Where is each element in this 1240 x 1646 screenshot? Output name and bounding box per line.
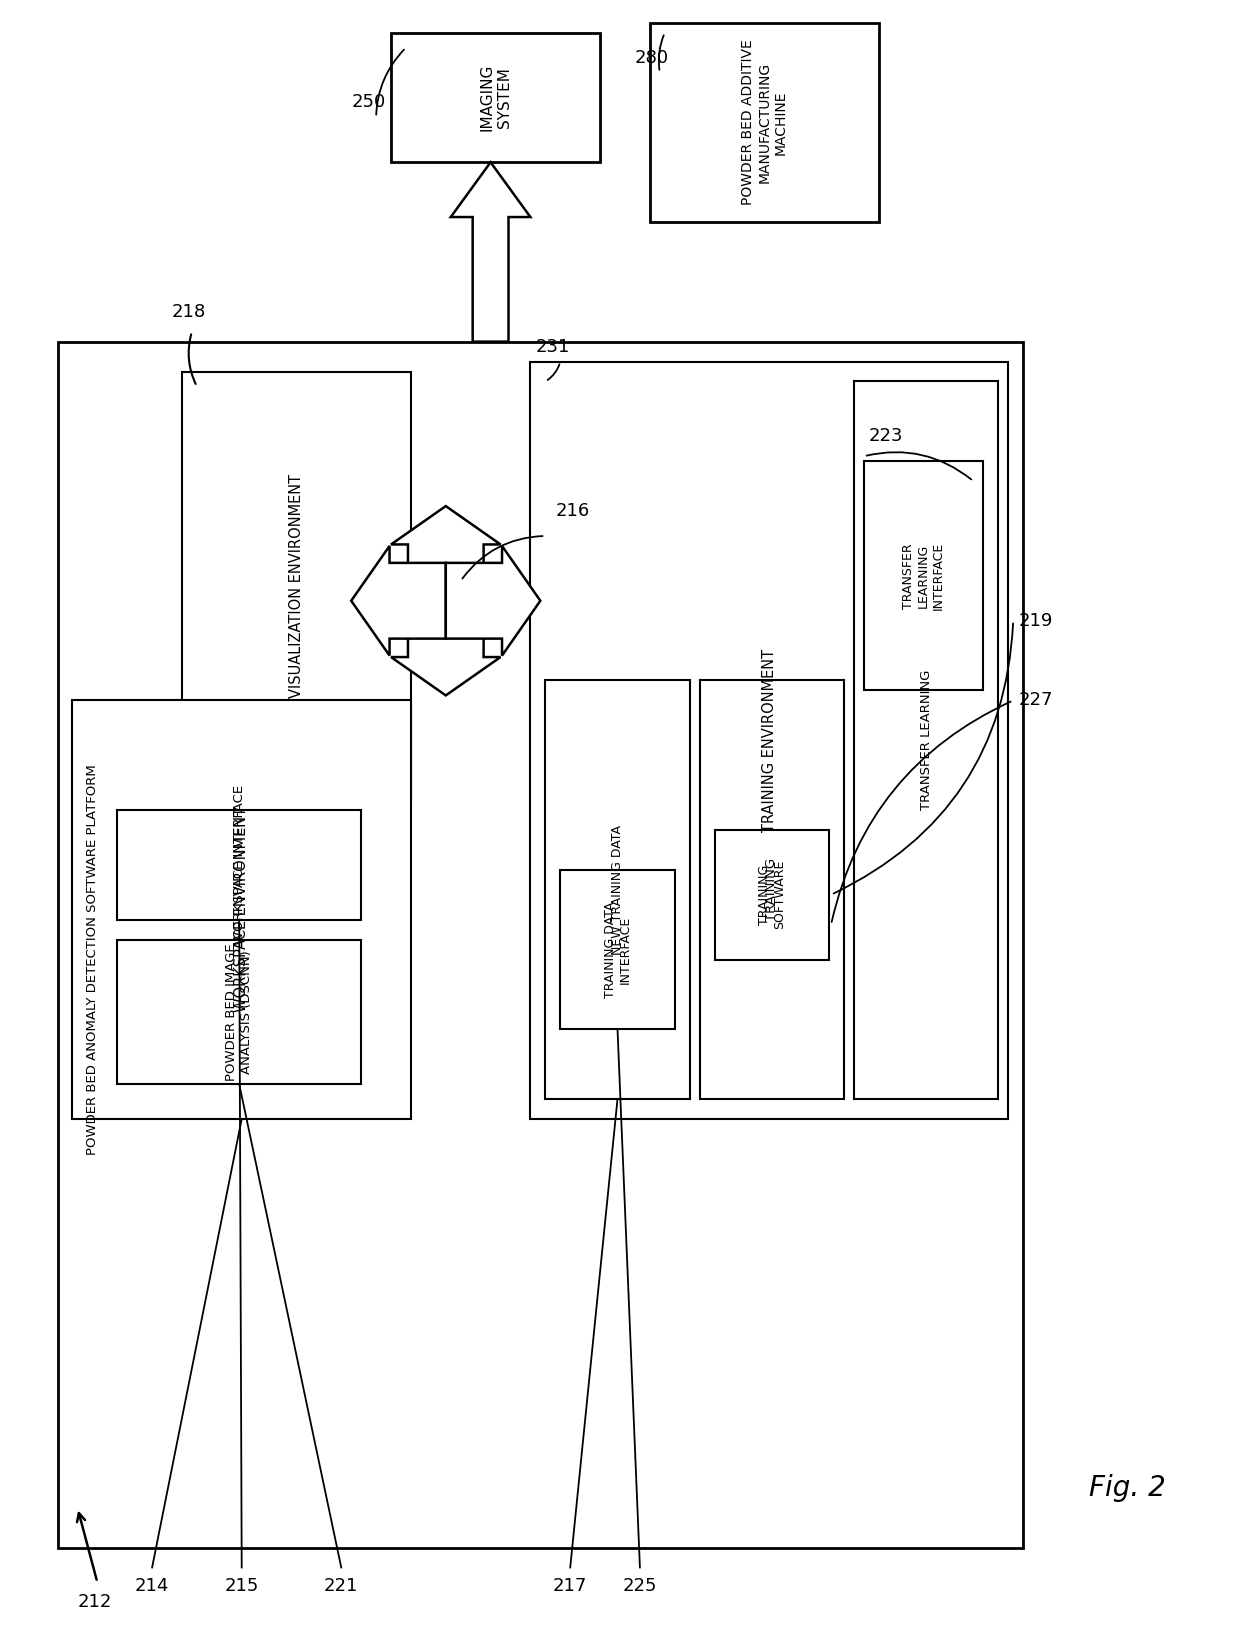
- Text: VISUALIZATION ENVIRONMENT: VISUALIZATION ENVIRONMENT: [289, 474, 304, 698]
- Text: 227: 227: [1018, 691, 1053, 709]
- Polygon shape: [446, 546, 541, 655]
- Text: Fig. 2: Fig. 2: [1090, 1473, 1166, 1501]
- Text: 250: 250: [351, 94, 386, 112]
- Text: TRAINING DATA
INTERFACE: TRAINING DATA INTERFACE: [604, 902, 631, 997]
- Bar: [714, 830, 830, 960]
- Text: 217: 217: [553, 1577, 588, 1595]
- Text: TRAINING: TRAINING: [765, 858, 779, 922]
- Bar: [72, 701, 410, 1119]
- Text: 221: 221: [324, 1577, 358, 1595]
- Text: POWDER BED IMAGE
ANALYSIS (DSCNN): POWDER BED IMAGE ANALYSIS (DSCNN): [226, 943, 253, 1081]
- Text: 225: 225: [622, 1577, 657, 1595]
- Bar: [391, 33, 600, 163]
- Bar: [854, 382, 998, 1100]
- Bar: [546, 680, 689, 1100]
- Text: WORKSPACE ENVIRONMENT: WORKSPACE ENVIRONMENT: [234, 807, 249, 1012]
- Text: 219: 219: [1018, 612, 1053, 630]
- Text: POWDER BED ADDITIVE
MANUFACTURING
MACHINE: POWDER BED ADDITIVE MANUFACTURING MACHIN…: [742, 40, 787, 206]
- Polygon shape: [451, 163, 531, 342]
- Text: 231: 231: [536, 337, 569, 356]
- Bar: [699, 680, 844, 1100]
- Bar: [864, 461, 983, 690]
- Polygon shape: [391, 505, 501, 601]
- Text: POWDER BED ANOMALY DETECTION SOFTWARE PLATFORM: POWDER BED ANOMALY DETECTION SOFTWARE PL…: [86, 764, 99, 1155]
- Text: 280: 280: [635, 49, 670, 66]
- Text: WORKSPACE INTERFACE: WORKSPACE INTERFACE: [233, 785, 246, 945]
- Bar: [118, 810, 361, 920]
- Text: TRAINING
SOFTWARE: TRAINING SOFTWARE: [758, 861, 786, 930]
- Text: 214: 214: [135, 1577, 170, 1595]
- Bar: [531, 362, 1008, 1119]
- Text: NEW TRAINING DATA: NEW TRAINING DATA: [611, 825, 624, 955]
- Text: TRANSFER LEARNING: TRANSFER LEARNING: [920, 670, 932, 810]
- Bar: [57, 342, 1023, 1547]
- Text: 212: 212: [77, 1593, 112, 1611]
- Bar: [182, 372, 410, 800]
- Bar: [118, 940, 361, 1085]
- Text: 216: 216: [556, 502, 589, 520]
- Bar: [560, 869, 675, 1029]
- Text: 218: 218: [172, 303, 206, 321]
- Text: 215: 215: [224, 1577, 259, 1595]
- Polygon shape: [351, 546, 446, 655]
- Text: TRAINING ENVIRONMENT: TRAINING ENVIRONMENT: [761, 649, 776, 831]
- Text: IMAGING
SYSTEM: IMAGING SYSTEM: [480, 64, 512, 132]
- Polygon shape: [391, 601, 501, 695]
- Text: 223: 223: [869, 428, 904, 446]
- Text: TRANSFER
LEARNING
INTERFACE: TRANSFER LEARNING INTERFACE: [903, 542, 945, 611]
- Bar: [650, 23, 879, 222]
